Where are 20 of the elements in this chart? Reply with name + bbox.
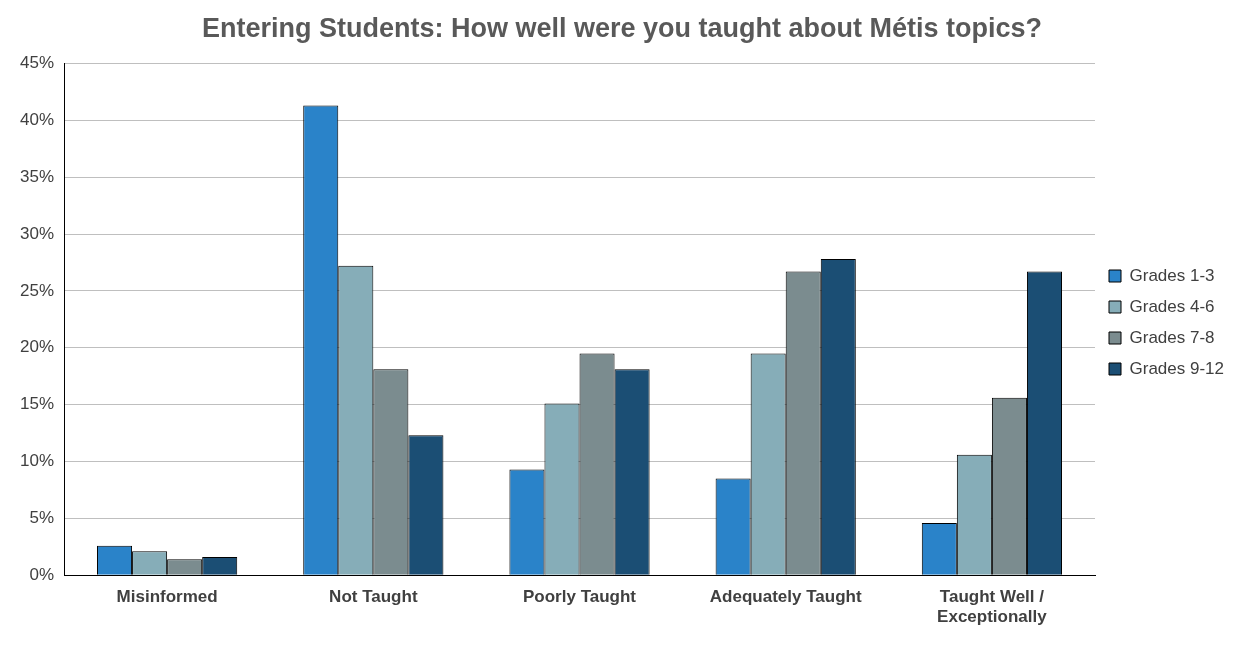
y-tick-label: 10% xyxy=(19,451,55,471)
y-tick-label: 15% xyxy=(19,394,55,414)
y-tick-label: 40% xyxy=(19,109,55,129)
x-tick-label: Misinformed xyxy=(116,587,218,607)
chart-title: Entering Students: How well were you taught about Métis topics? xyxy=(201,12,1043,43)
legend-label: Grades 4-6 xyxy=(1129,296,1215,316)
legend-label: Grades 7-8 xyxy=(1129,327,1215,347)
y-tick-label: 20% xyxy=(19,337,55,357)
legend-label: Grades 1-3 xyxy=(1129,265,1215,285)
y-tick-label: 35% xyxy=(19,166,55,186)
legend-label: Grades 9-12 xyxy=(1129,358,1224,378)
y-tick-label: 30% xyxy=(19,223,55,243)
x-tick-label: Poorly Taught xyxy=(523,587,637,607)
y-tick-label: 5% xyxy=(29,508,55,528)
y-tick-label: 25% xyxy=(19,280,55,300)
y-tick-label: 0% xyxy=(29,564,55,584)
x-tick-label: Not Taught xyxy=(329,587,418,607)
x-tick-label: Adequately Taught xyxy=(709,587,862,607)
x-tick-label: Taught Well / Exceptionally xyxy=(937,587,1048,627)
y-tick-label: 45% xyxy=(19,53,55,73)
